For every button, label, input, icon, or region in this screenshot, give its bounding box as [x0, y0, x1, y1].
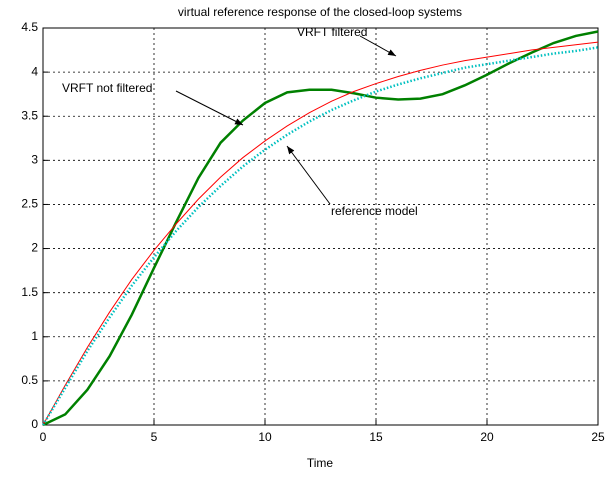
x-tick-label: 25	[591, 430, 605, 444]
arrow	[359, 35, 397, 57]
y-tick-label: 0.5	[21, 373, 38, 387]
x-tick-label: 20	[480, 430, 494, 444]
y-tick-label: 4	[31, 64, 38, 78]
x-tick-label: 10	[258, 430, 272, 444]
y-tick-label: 2.5	[21, 197, 38, 211]
y-tick-label: 0	[31, 417, 38, 431]
x-tick-label: 0	[40, 430, 47, 444]
y-tick-label: 1	[31, 329, 38, 343]
x-tick-label: 5	[151, 430, 158, 444]
y-tick-label: 3.5	[21, 108, 38, 122]
annotation: reference model	[331, 204, 418, 218]
plot: 0 0.5 1 1.5 2 2.5 3 3.5 4 4.5 0 5 10 15 20 25	[21, 20, 605, 444]
annotation: VRFT filtered	[297, 25, 367, 39]
annotations: VRFT filtered VRFT not filtered referenc…	[62, 25, 418, 218]
x-tick-label: 15	[369, 430, 383, 444]
arrow	[175, 90, 244, 126]
series-line	[42, 30, 599, 427]
chart-title: virtual reference response of the closed…	[178, 5, 462, 19]
y-tick-label: 2	[31, 241, 38, 255]
annotation: VRFT not filtered	[62, 81, 152, 95]
series-line	[41, 46, 599, 426]
plot-area	[42, 27, 599, 426]
arrow	[286, 145, 331, 205]
y-tick-label: 4.5	[21, 20, 38, 34]
y-tick-label: 1.5	[21, 285, 38, 299]
x-axis-label: Time	[307, 456, 334, 470]
series-line	[42, 41, 599, 426]
y-tick-label: 3	[31, 153, 38, 167]
